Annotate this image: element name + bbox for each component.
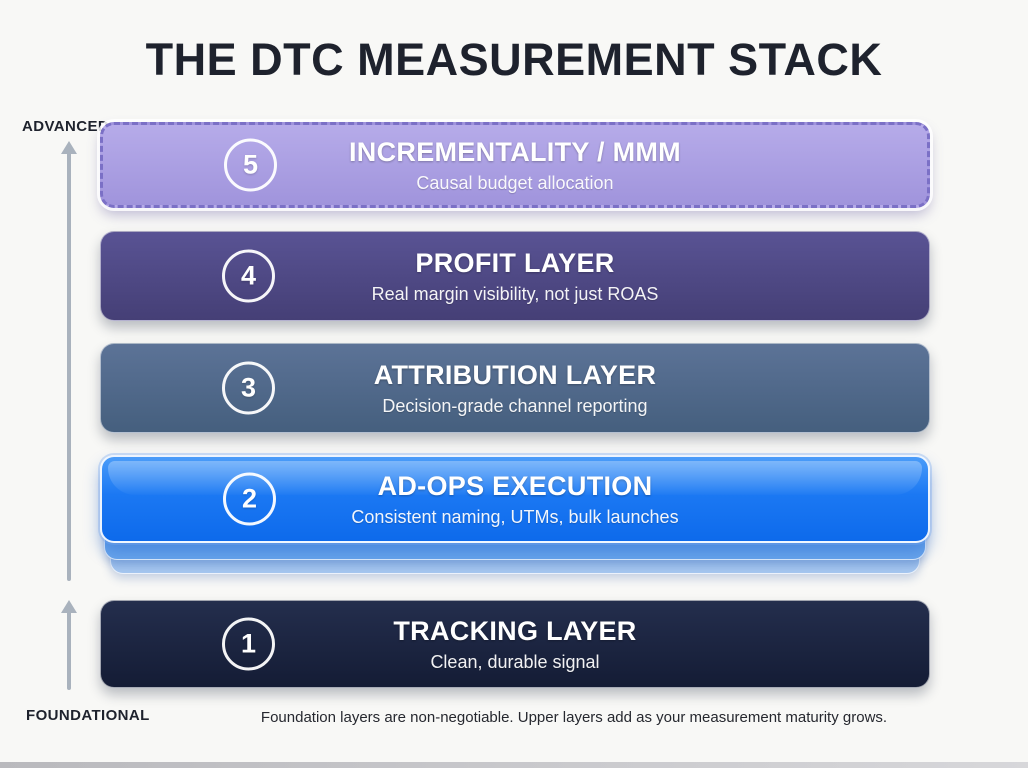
layer-number-badge: 1 <box>222 617 275 671</box>
foundational-label: FOUNDATIONAL <box>26 707 150 724</box>
layer-title: INCREMENTALITY / MMM <box>349 136 681 167</box>
layer-text: AD-OPS EXECUTION Consistent naming, UTMs… <box>261 471 768 528</box>
layer-incrementality-mmm: 5 INCREMENTALITY / MMM Causal budget all… <box>100 122 930 208</box>
layer-title: TRACKING LAYER <box>393 615 637 646</box>
layer-text: ATTRIBUTION LAYER Decision-grade channel… <box>284 360 747 417</box>
layer-title: PROFIT LAYER <box>415 247 615 278</box>
layer-subtitle: Clean, durable signal <box>430 651 600 672</box>
layer-subtitle: Causal budget allocation <box>416 172 614 193</box>
page-title: THE DTC MEASUREMENT STACK <box>145 34 883 85</box>
layer-number-badge: 3 <box>222 361 275 415</box>
layer-number-badge: 5 <box>224 138 277 192</box>
up-arrow-upper <box>60 141 78 581</box>
layer-profit: 4 PROFIT LAYER Real margin visibility, n… <box>100 231 930 321</box>
layer-tracking: 1 TRACKING LAYER Clean, durable signal <box>100 600 930 688</box>
layer-adops-execution: 2 AD-OPS EXECUTION Consistent naming, UT… <box>100 455 930 543</box>
footnote: Foundation layers are non-negotiable. Up… <box>260 709 888 726</box>
layer-text: INCREMENTALITY / MMM Causal budget alloc… <box>259 137 771 194</box>
layer-number-badge: 2 <box>223 472 276 526</box>
advanced-label: ADVANCED <box>22 118 110 135</box>
layer-title: AD-OPS EXECUTION <box>377 470 653 501</box>
bottom-edge-strip <box>0 762 1028 768</box>
arrow-line <box>67 611 71 690</box>
up-arrow-lower <box>60 600 78 690</box>
layer-title: ATTRIBUTION LAYER <box>373 359 657 390</box>
arrow-head-icon <box>61 141 77 154</box>
layer-text: PROFIT LAYER Real margin visibility, not… <box>282 248 749 305</box>
layer-subtitle: Decision-grade channel reporting <box>382 395 648 416</box>
layer-subtitle: Consistent naming, UTMs, bulk launches <box>351 506 679 527</box>
arrow-line <box>67 152 71 581</box>
arrow-head-icon <box>61 600 77 613</box>
layer-subtitle: Real margin visibility, not just ROAS <box>371 283 659 304</box>
layer-text: TRACKING LAYER Clean, durable signal <box>303 616 726 673</box>
layer-attribution: 3 ATTRIBUTION LAYER Decision-grade chann… <box>100 343 930 433</box>
layer-number-badge: 4 <box>222 249 275 303</box>
